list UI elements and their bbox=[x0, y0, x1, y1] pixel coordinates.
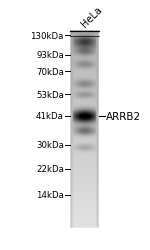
Text: 70kDa: 70kDa bbox=[36, 68, 64, 76]
Text: 22kDa: 22kDa bbox=[36, 164, 64, 173]
Text: ARRB2: ARRB2 bbox=[106, 112, 141, 122]
Text: 14kDa: 14kDa bbox=[36, 190, 64, 200]
Text: 41kDa: 41kDa bbox=[36, 112, 64, 121]
Text: HeLa: HeLa bbox=[79, 5, 104, 29]
Text: 53kDa: 53kDa bbox=[36, 90, 64, 100]
Text: 130kDa: 130kDa bbox=[30, 32, 64, 41]
Text: 93kDa: 93kDa bbox=[36, 51, 64, 60]
Text: 30kDa: 30kDa bbox=[36, 140, 64, 149]
